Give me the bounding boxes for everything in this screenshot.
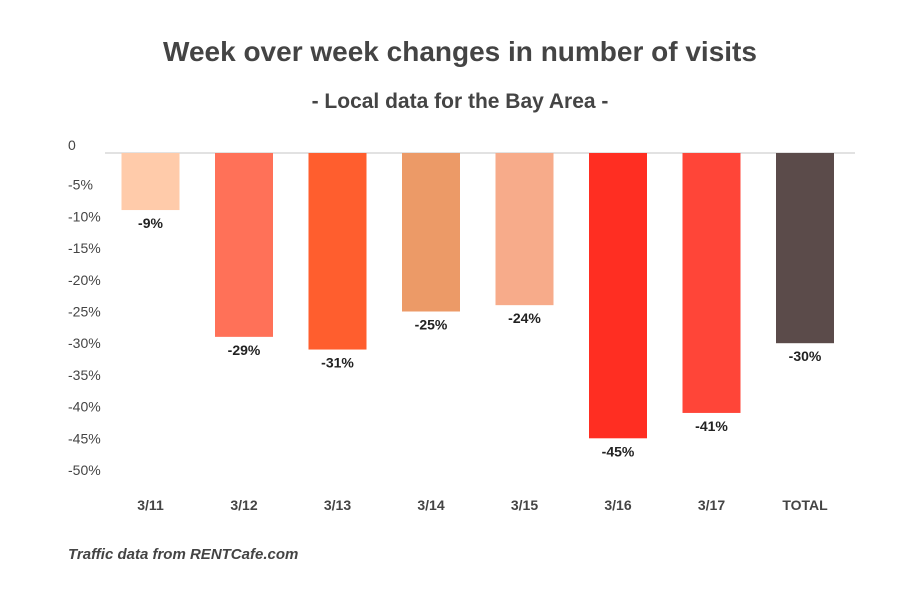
bar-3-13 (308, 153, 367, 350)
y-tick-label: -25% (68, 304, 101, 320)
source-note: Traffic data from RENTCafe.com (68, 546, 299, 563)
x-axis: 3/11 3/12 3/13 3/14 3/15 3/16 3/17 TOTAL (137, 497, 828, 513)
y-axis: 0 -5% -10% -15% -20% -25% -30% -35% -40% -45% -50% (68, 137, 101, 478)
bar-3-16 (589, 153, 647, 439)
bar-3-17 (682, 153, 741, 413)
data-label: -29% (228, 342, 261, 358)
data-label: -9% (138, 215, 163, 231)
y-tick-label: -10% (68, 208, 101, 224)
bar-3-12 (215, 153, 273, 337)
bar-3-15 (495, 153, 554, 306)
data-label: -30% (789, 348, 822, 364)
x-tick-label: 3/14 (417, 497, 444, 513)
data-label: -25% (415, 317, 448, 333)
y-tick-label: -50% (68, 462, 101, 478)
y-tick-label: -5% (68, 177, 93, 193)
bar-total (776, 153, 834, 344)
data-label: -31% (321, 355, 354, 371)
data-label: -41% (695, 418, 728, 434)
x-tick-label: 3/12 (230, 497, 257, 513)
data-label: -24% (508, 310, 541, 326)
chart-subtitle: - Local data for the Bay Area - (311, 90, 609, 113)
y-tick-label: -35% (68, 367, 101, 383)
x-tick-label: 3/13 (324, 497, 351, 513)
bar-3-11 (121, 153, 180, 211)
bars: -9% -29% -31% -25% -24% -45% -41% -30% (121, 153, 834, 459)
chart-title: Week over week changes in number of visi… (163, 36, 757, 67)
y-tick-label: -40% (68, 399, 101, 415)
y-tick-label: 0 (68, 137, 76, 153)
y-tick-label: -20% (68, 272, 101, 288)
x-tick-label: 3/17 (698, 497, 725, 513)
y-tick-label: -30% (68, 335, 101, 351)
x-tick-label: 3/16 (604, 497, 631, 513)
y-tick-label: -15% (68, 240, 101, 256)
x-tick-label: 3/15 (511, 497, 538, 513)
x-tick-label: TOTAL (782, 497, 828, 513)
bar-3-14 (402, 153, 460, 312)
y-tick-label: -45% (68, 430, 101, 446)
data-label: -45% (602, 443, 635, 459)
x-tick-label: 3/11 (137, 497, 164, 513)
